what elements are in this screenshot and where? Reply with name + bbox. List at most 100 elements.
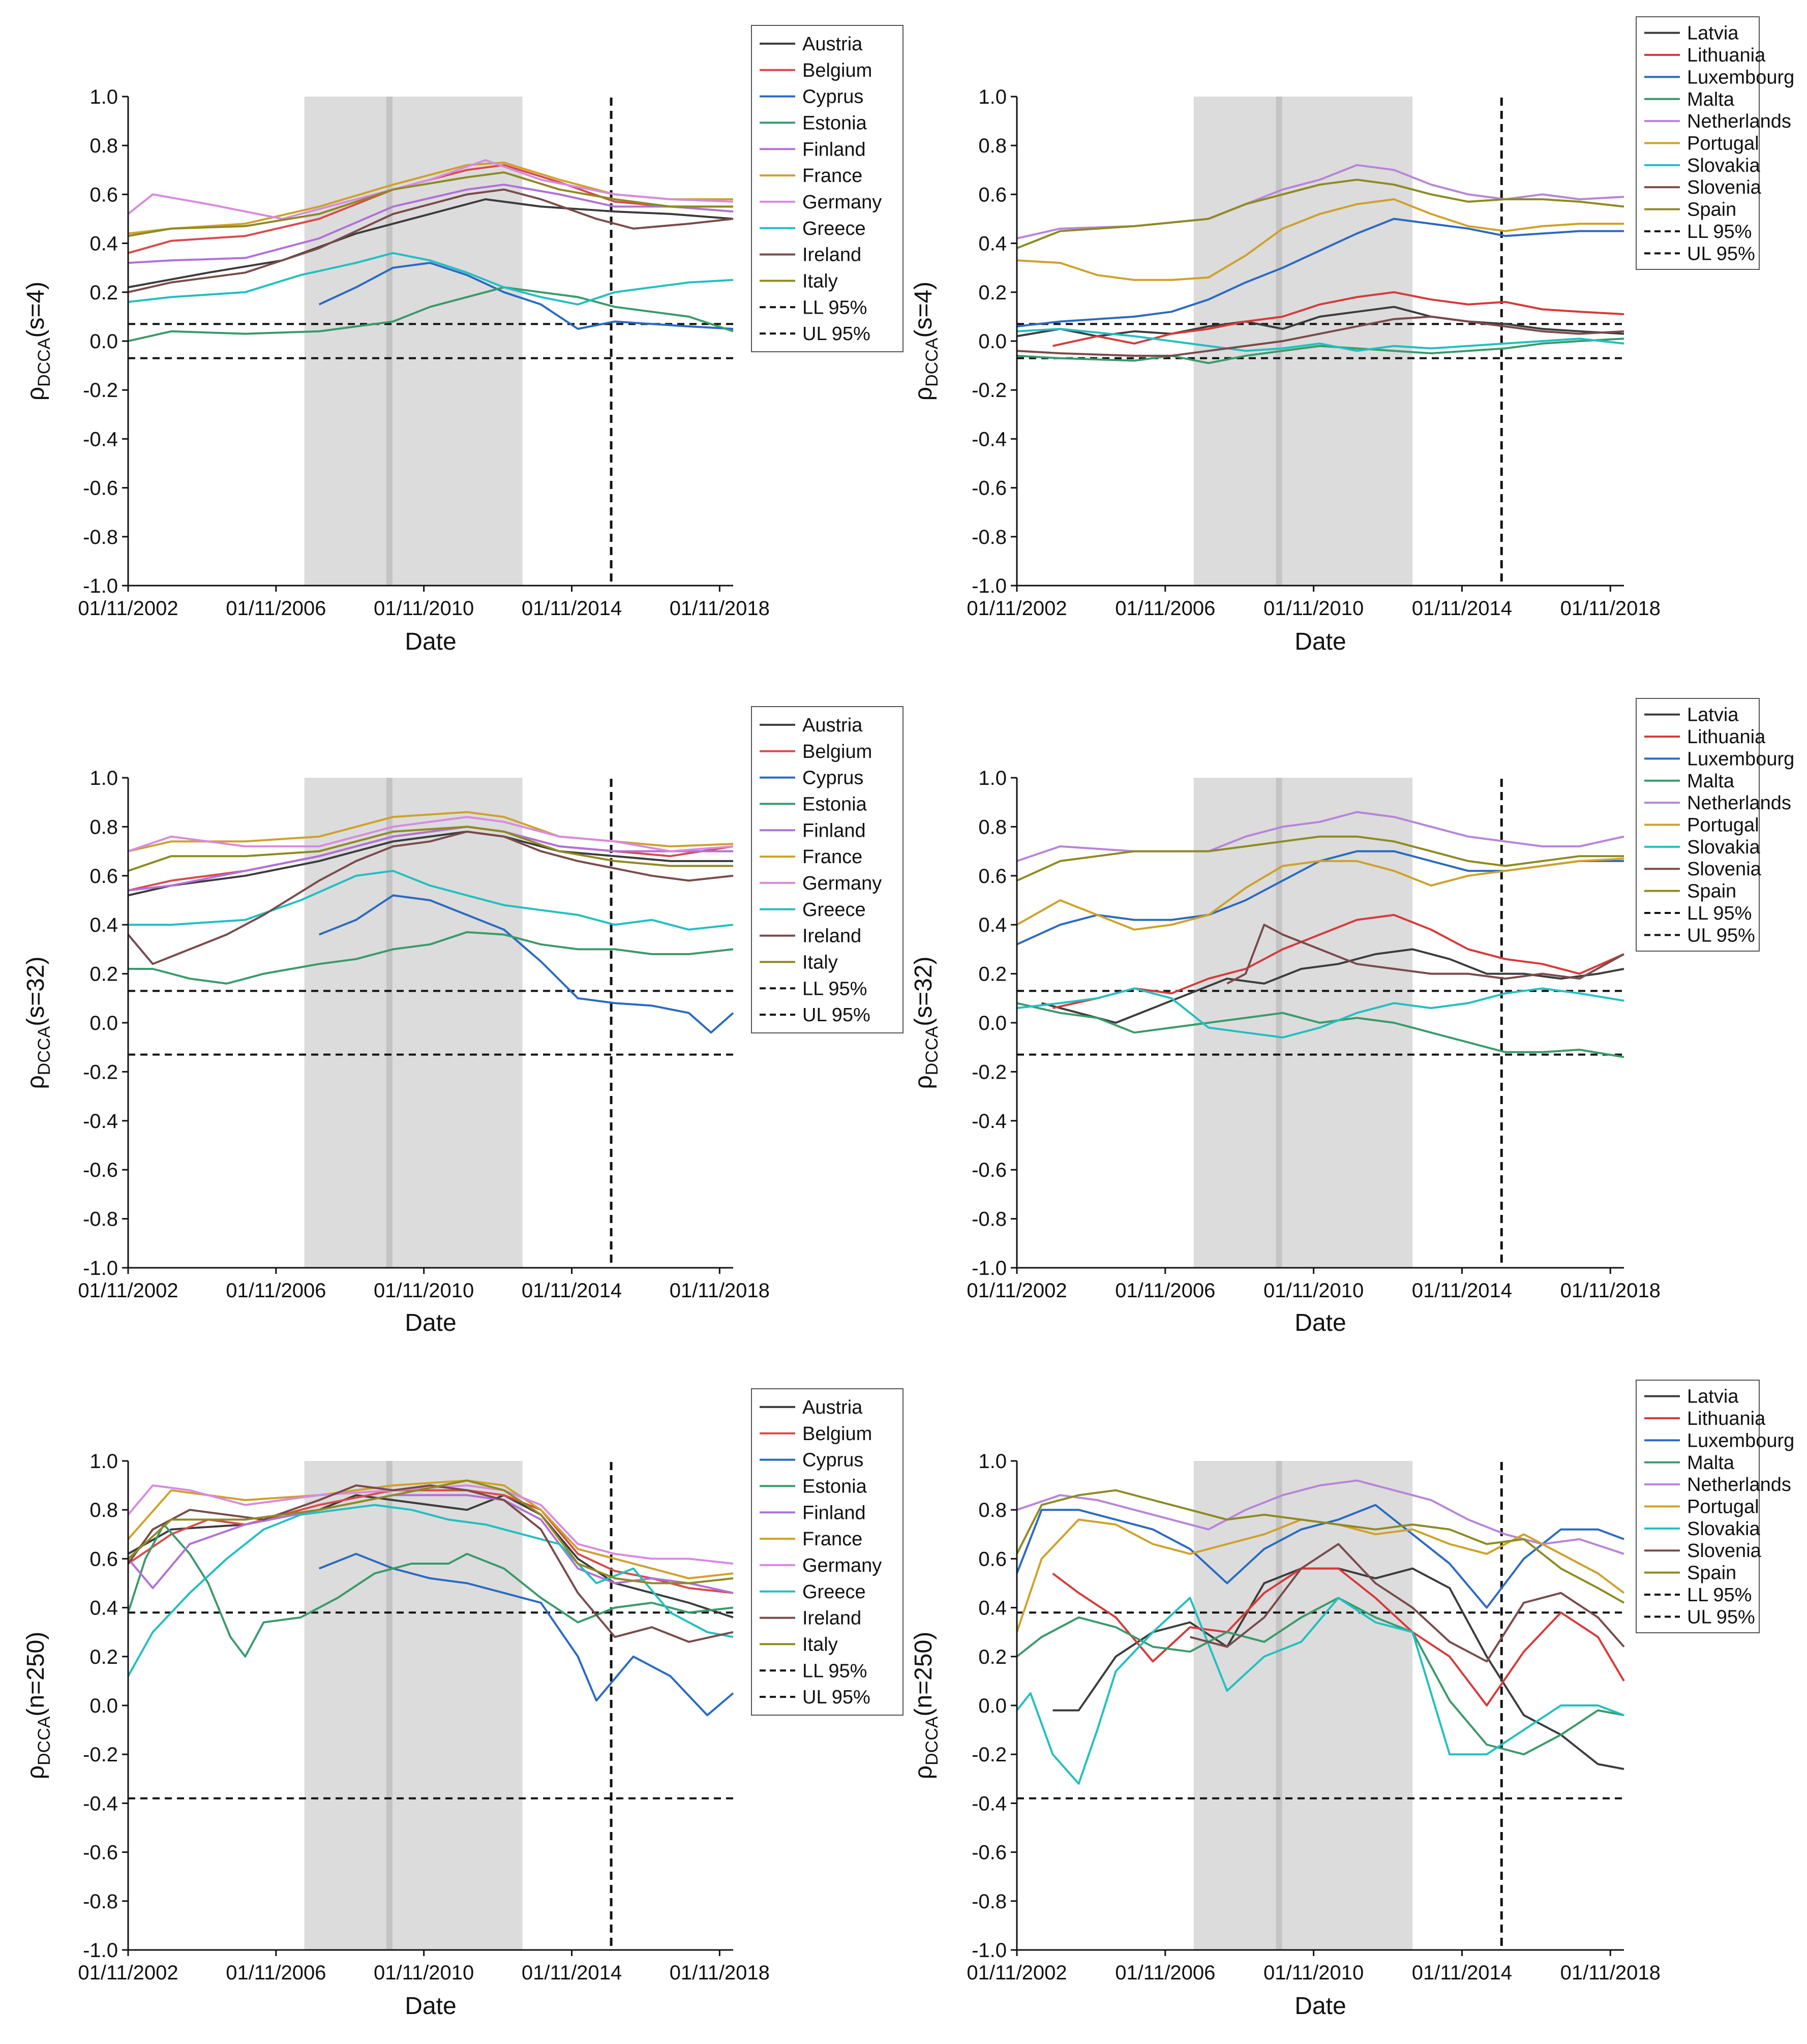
y-axis-title-scale: (s=32) bbox=[22, 956, 49, 1026]
y-tick-label: -0.6 bbox=[83, 1842, 118, 1864]
y-tick-label: 1.0 bbox=[89, 1450, 118, 1473]
legend-label: Luxembourg bbox=[1687, 748, 1794, 770]
series-line-france bbox=[127, 1479, 734, 1579]
series-line-greece bbox=[127, 1504, 734, 1677]
legend-label: Greece bbox=[802, 1581, 866, 1603]
x-tick-label: 01/11/2010 bbox=[1263, 1962, 1364, 1984]
series-line-ireland bbox=[127, 1484, 734, 1643]
x-tick-label: 01/11/2002 bbox=[967, 597, 1067, 620]
legend-label: UL 95% bbox=[802, 1004, 870, 1026]
legend-label: LL 95% bbox=[1687, 1584, 1752, 1606]
y-tick-label: 0.2 bbox=[89, 282, 118, 304]
y-tick-label: 0.6 bbox=[89, 184, 118, 206]
series-line-germany bbox=[128, 816, 734, 852]
series-line-malta bbox=[1016, 1002, 1624, 1058]
legend-label: Slovenia bbox=[1687, 177, 1762, 198]
y-tick-label: 1.0 bbox=[978, 86, 1007, 108]
y-tick-label: 0.4 bbox=[89, 1597, 118, 1620]
y-tick-label: -0.4 bbox=[83, 428, 118, 450]
legend-label: UL 95% bbox=[802, 1687, 870, 1708]
x-tick-label: 01/11/2018 bbox=[1560, 597, 1661, 620]
legend-label: Estonia bbox=[802, 794, 867, 815]
legend-label: Slovenia bbox=[1687, 1540, 1762, 1562]
chart-panel-1: -1.0 -0.8 -0.6 -0.4 -0.2 0.0 0.2 0.4 0.6 0.8 1.0 01… bbox=[22, 25, 904, 655]
legend-label: Lithuania bbox=[1687, 1408, 1766, 1429]
chart-panel-5: -1.0 -0.8 -0.6 -0.4 -0.2 0.0 0.2 0.4 0.6 0.8 1.0 01… bbox=[22, 1388, 904, 2020]
legend-label: Netherlands bbox=[1687, 1474, 1791, 1496]
x-tick-label: 01/11/2014 bbox=[1412, 1279, 1512, 1302]
series-line-spain bbox=[1016, 178, 1624, 250]
y-axis-title-symbol: ρ bbox=[910, 1765, 937, 1779]
y-tick-label: -0.2 bbox=[83, 1061, 118, 1083]
crisis-shade-marker bbox=[386, 97, 393, 586]
legend: Austria Belgium Cyprus Estonia Finland France… bbox=[751, 25, 904, 352]
crisis-shaded-region bbox=[304, 778, 523, 1268]
legend-label: Slovakia bbox=[1687, 155, 1760, 176]
series-line-cyprus bbox=[318, 262, 734, 330]
legend-label: UL 95% bbox=[802, 323, 870, 345]
legend-label: Italy bbox=[802, 270, 838, 292]
y-tick-label: -0.6 bbox=[83, 1159, 118, 1181]
x-axis-title: Date bbox=[1294, 1993, 1346, 2020]
legend-label: France bbox=[802, 1529, 862, 1550]
x-tick-label: 01/11/2010 bbox=[374, 1962, 474, 1984]
y-tick-label: 0.8 bbox=[978, 1499, 1007, 1521]
y-axis-title-subscript: DCCA bbox=[35, 1716, 54, 1765]
x-tick-label: 01/11/2014 bbox=[522, 1962, 622, 1984]
y-tick-label: 0.6 bbox=[978, 865, 1007, 888]
x-tick-label: 01/11/2010 bbox=[374, 1279, 474, 1302]
x-tick-label: 01/11/2018 bbox=[670, 1279, 770, 1302]
legend-label: LL 95% bbox=[802, 297, 867, 318]
y-tick-label: -0.2 bbox=[972, 379, 1007, 402]
crisis-shade-marker bbox=[386, 1461, 393, 1950]
x-axis-title: Date bbox=[405, 1993, 456, 2020]
y-axis-title: ρDCCA(s=4) bbox=[910, 282, 942, 401]
x-tick-label: 01/11/2006 bbox=[1115, 597, 1215, 620]
legend-box bbox=[751, 706, 904, 1033]
y-tick-label: -0.6 bbox=[972, 477, 1007, 500]
x-tick-label: 01/11/2014 bbox=[522, 597, 622, 620]
series-line-slovenia bbox=[1016, 315, 1624, 357]
series-line-cyprus bbox=[318, 894, 734, 1034]
legend-label: Latvia bbox=[1687, 705, 1739, 726]
y-tick-label: 0.8 bbox=[89, 135, 118, 157]
x-tick-label: 01/11/2002 bbox=[967, 1279, 1067, 1302]
legend-label: Slovakia bbox=[1687, 837, 1760, 858]
y-tick-label: 0.2 bbox=[978, 963, 1007, 986]
series-line-slovakia bbox=[1016, 1597, 1624, 1785]
y-tick-label: 1.0 bbox=[89, 86, 118, 108]
y-tick-label: 0.8 bbox=[89, 816, 118, 838]
x-axis-title: Date bbox=[1294, 628, 1346, 655]
x-tick-label: 01/11/2018 bbox=[1560, 1279, 1661, 1302]
legend-label: Finland bbox=[802, 139, 866, 160]
y-tick-label: 0.6 bbox=[978, 184, 1007, 206]
chart-panel-6: -1.0 -0.8 -0.6 -0.4 -0.2 0.0 0.2 0.4 0.6 0.8 1.0 01… bbox=[910, 1380, 1794, 2020]
y-tick-label: -1.0 bbox=[83, 1257, 118, 1279]
legend-label: Finland bbox=[802, 820, 866, 841]
y-tick-label: -0.4 bbox=[83, 1110, 118, 1133]
series-line-greece bbox=[128, 870, 734, 931]
series-line-latvia bbox=[1016, 306, 1624, 338]
y-axis-title-subscript: DCCA bbox=[922, 1026, 942, 1076]
y-tick-label: 0.0 bbox=[89, 1695, 118, 1717]
y-axis-title-symbol: ρ bbox=[22, 1765, 49, 1779]
x-tick-label: 01/11/2010 bbox=[1263, 1279, 1364, 1302]
y-tick-label: 1.0 bbox=[978, 1450, 1007, 1473]
x-tick-label: 01/11/2002 bbox=[78, 1279, 178, 1302]
y-tick-label: 0.2 bbox=[89, 1646, 118, 1668]
y-tick-label: -0.2 bbox=[972, 1744, 1007, 1766]
legend-label: Luxembourg bbox=[1687, 67, 1794, 88]
series-line-malta bbox=[1016, 1597, 1624, 1756]
legend-label: Austria bbox=[802, 1397, 863, 1418]
y-tick-label: -0.2 bbox=[972, 1061, 1007, 1083]
legend-label: Belgium bbox=[802, 60, 872, 81]
y-axis-title-scale: (n=250) bbox=[910, 1632, 937, 1717]
y-tick-label: 0.4 bbox=[978, 233, 1007, 255]
legend-label: Cyprus bbox=[802, 86, 863, 108]
y-tick-label: -0.8 bbox=[83, 1208, 118, 1231]
legend-label: Cyprus bbox=[802, 1450, 863, 1471]
legend-label: Portugal bbox=[1687, 133, 1759, 155]
legend-label: Luxembourg bbox=[1687, 1430, 1794, 1451]
